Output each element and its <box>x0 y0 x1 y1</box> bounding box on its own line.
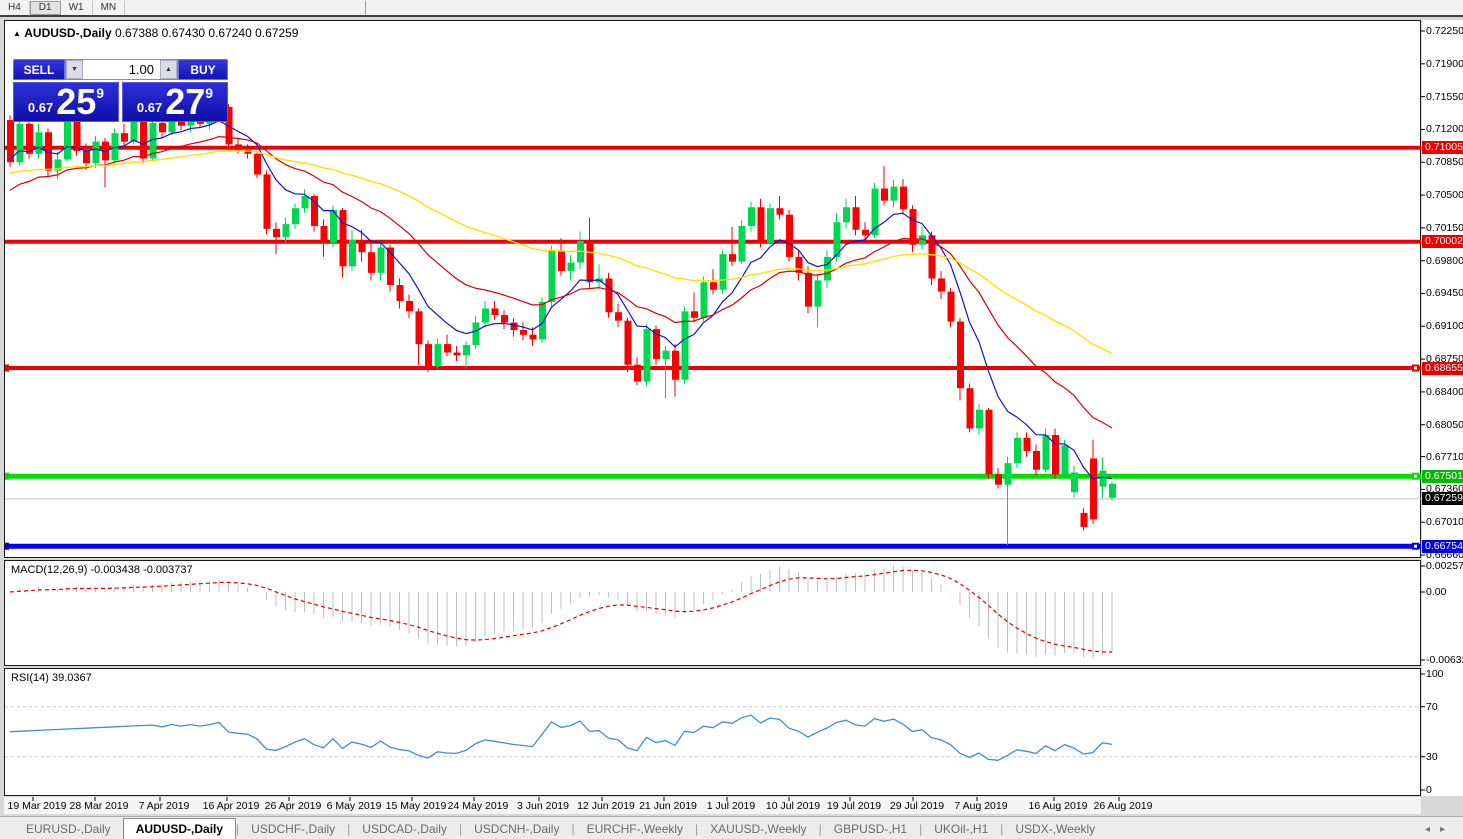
sell-button[interactable]: SELL <box>13 59 65 80</box>
date-tick-label: 28 Mar 2019 <box>69 800 129 812</box>
price-tick-label: 0.69450 <box>1426 287 1463 300</box>
macd-tick-label: 0.00 <box>1426 586 1447 598</box>
date-tick-label: 29 Jul 2019 <box>889 800 945 812</box>
date-tick-label: 10 Jul 2019 <box>765 800 821 812</box>
sell-price-button[interactable]: 0.67 25 9 <box>13 82 119 122</box>
period-button-h4[interactable]: H4 <box>0 1 30 14</box>
macd-label: MACD(12,26,9) -0.003438 -0.003737 <box>11 564 193 576</box>
volume-spinner: ▼ 1.00 ▲ <box>65 59 178 80</box>
price-tick-label: 0.72250 <box>1426 25 1463 37</box>
date-tick-label: 15 May 2019 <box>385 800 447 812</box>
tab-usdx-weekly[interactable]: USDX-,Weekly <box>1015 822 1096 836</box>
tab-eurchf-weekly[interactable]: EURCHF-,Weekly <box>586 822 684 836</box>
current-price-badge: 0.67259 <box>1422 492 1463 506</box>
price-tick-label: 0.68050 <box>1426 418 1463 431</box>
period-button-w1[interactable]: W1 <box>61 1 93 14</box>
sell-price-big: 25 <box>56 81 97 122</box>
chart-title: ▲ AUDUSD-,Daily 0.67388 0.67430 0.67240 … <box>13 26 298 40</box>
price-tick-label: 0.71550 <box>1426 90 1463 103</box>
date-tick-label: 16 Aug 2019 <box>1028 800 1088 812</box>
price-tick-label: 0.69800 <box>1426 254 1463 267</box>
price-axis[interactable]: 0.72250 0.71900 0.71550 0.71200 0.70850 0.705… <box>1422 20 1463 796</box>
rsi-tick-label: 30 <box>1426 750 1438 763</box>
date-tick-label: 7 Aug 2019 <box>954 800 1008 812</box>
period-button-d1[interactable]: D1 <box>29 0 61 15</box>
volume-input[interactable]: 1.00 <box>128 62 154 77</box>
buy-price-sup: 9 <box>205 85 214 101</box>
tab-separator: | <box>919 822 923 836</box>
price-tick-label: 0.67010 <box>1426 516 1463 529</box>
buy-price-button[interactable]: 0.67 27 9 <box>122 82 228 122</box>
price-tick-label: 0.71900 <box>1426 57 1463 70</box>
date-tick-label: 16 Apr 2019 <box>202 800 260 812</box>
tab-separator: | <box>458 822 463 836</box>
tabs-scroll-right-icon[interactable]: ▸ <box>1439 824 1455 835</box>
tab-separator: | <box>695 822 699 836</box>
rsi-tick-label: 70 <box>1426 700 1438 713</box>
tab-separator: | <box>1000 822 1004 836</box>
chart-symbol: AUDUSD-,Daily <box>24 26 112 40</box>
level-badge: 0.67501 <box>1422 469 1463 483</box>
level-badge: 0.68655 <box>1422 361 1463 375</box>
date-tick-label: 26 Aug 2019 <box>1093 800 1153 812</box>
buy-button[interactable]: BUY <box>178 59 228 80</box>
date-tick-label: 6 May 2019 <box>326 800 382 812</box>
date-tick-label: 19 Jul 2019 <box>826 800 882 812</box>
price-tick-label: 0.70150 <box>1426 221 1463 234</box>
tab-usdchf-daily[interactable]: USDCHF-,Daily <box>251 822 336 836</box>
date-tick-label: 3 Jun 2019 <box>517 800 569 812</box>
rsi-tick-label: 100 <box>1426 668 1444 680</box>
tabs-scroll-left-icon[interactable]: ◂ <box>1424 824 1440 835</box>
rsi-tick-label: 0 <box>1426 784 1432 796</box>
buy-price-prefix: 0.67 <box>136 100 163 115</box>
date-tick-label: 21 Jun 2019 <box>639 800 697 812</box>
date-tick-label: 24 May 2019 <box>447 800 509 812</box>
price-tick-label: 0.70850 <box>1426 156 1463 169</box>
date-tick-label: 1 Jul 2019 <box>706 800 756 812</box>
date-axis[interactable]: 19 Mar 2019 28 Mar 2019 7 Apr 2019 16 Apr 2… <box>4 797 1421 814</box>
tab-separator: | <box>347 822 351 836</box>
main-chart-panel[interactable]: ▲ AUDUSD-,Daily 0.67388 0.67430 0.67240 … <box>4 20 1421 558</box>
rsi-label: RSI(14) 39.0367 <box>11 672 92 684</box>
sell-price-prefix: 0.67 <box>27 100 54 115</box>
volume-increase-icon[interactable]: ▲ <box>160 60 177 79</box>
date-tick-label: 19 Mar 2019 <box>7 800 67 812</box>
chart-ohlc: 0.67388 0.67430 0.67240 0.67259 <box>114 26 299 40</box>
price-tick-label: 0.68400 <box>1426 385 1463 398</box>
tab-usdcnh-daily[interactable]: USDCNH-,Daily <box>474 822 560 836</box>
tab-xauusd-weekly[interactable]: XAUUSD-,Weekly <box>710 822 807 836</box>
period-toolbar: H4 D1 W1 MN <box>0 0 1463 17</box>
toolbar-divider <box>365 1 367 14</box>
macd-tick-label: 0.002574 <box>1426 560 1463 572</box>
volume-decrease-icon[interactable]: ▼ <box>66 60 83 79</box>
tab-audusd-daily[interactable]: AUDUSD-,Daily <box>122 818 237 839</box>
level-badge: 0.70002 <box>1422 235 1463 249</box>
sell-price-sup: 9 <box>96 85 105 101</box>
period-button-mn[interactable]: MN <box>93 1 126 14</box>
date-tick-label: 7 Apr 2019 <box>138 800 190 812</box>
level-badge: 0.71005 <box>1422 141 1463 155</box>
tab-separator: | <box>818 822 822 836</box>
rsi-panel[interactable]: RSI(14) 39.0367 <box>4 668 1421 796</box>
symbol-tabbar: EURUSD-,Daily AUDUSD-,Daily | USDCHF-,Daily… <box>0 816 1463 839</box>
price-tick-label: 0.71200 <box>1426 123 1463 136</box>
level-badge: 0.66754 <box>1422 539 1463 553</box>
buy-price-big: 27 <box>165 81 206 122</box>
tab-eurusd-daily[interactable]: EURUSD-,Daily <box>26 822 111 836</box>
tab-ukoil-h1[interactable]: UKOil-,H1 <box>934 822 989 836</box>
tab-separator: | <box>571 822 575 836</box>
macd-tick-label: -0.006326 <box>1426 654 1463 666</box>
collapse-triangle-icon[interactable]: ▲ <box>13 29 21 38</box>
macd-panel[interactable]: MACD(12,26,9) -0.003438 -0.003737 <box>4 560 1421 666</box>
one-click-trade-panel: SELL ▼ 1.00 ▲ BUY 0.67 25 9 0.67 27 9 <box>13 59 228 122</box>
date-tick-label: 12 Jun 2019 <box>577 800 635 812</box>
tab-gbpusd-h1[interactable]: GBPUSD-,H1 <box>833 822 908 836</box>
tab-usdcad-daily[interactable]: USDCAD-,Daily <box>362 822 447 836</box>
price-tick-label: 0.69100 <box>1426 320 1463 333</box>
price-tick-label: 0.70500 <box>1426 189 1463 202</box>
price-tick-label: 0.67710 <box>1426 450 1463 463</box>
date-tick-label: 26 Apr 2019 <box>264 800 322 812</box>
tab-separator: | <box>236 822 240 836</box>
